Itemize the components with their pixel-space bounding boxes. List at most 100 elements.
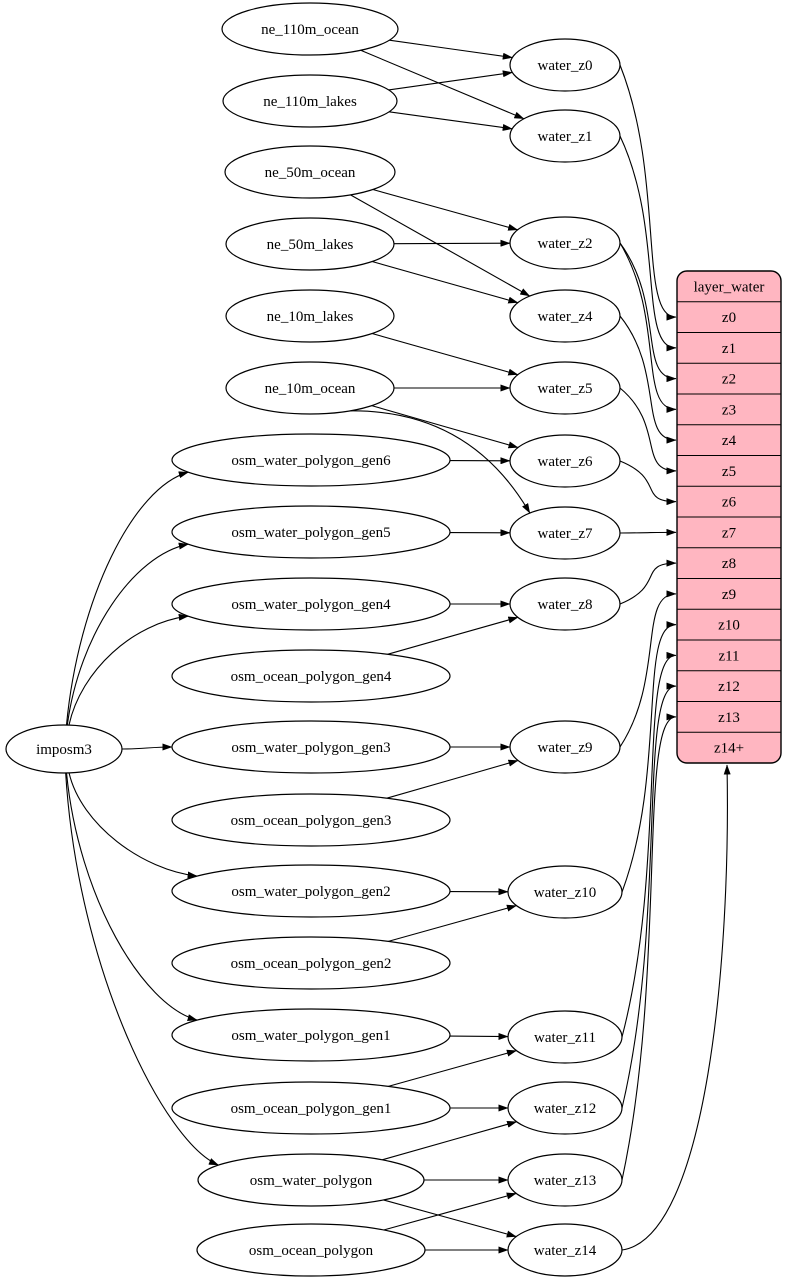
node-ne_110m_ocean: ne_110m_ocean [221,2,399,56]
edge-osm_water_polygon-to-water_z12 [382,1120,518,1161]
node-label: ne_110m_lakes [263,94,357,110]
node-osm_water_polygon: osm_water_polygon [197,1153,425,1207]
node-label: water_z1 [538,129,593,145]
node-label: osm_water_polygon_gen6 [231,453,391,469]
record-row-z7: z7 [722,525,737,541]
edge-osm_ocean_polygon_gen1-to-water_z11 [388,1049,517,1087]
edge-ne_110m_ocean-to-water_z0 [389,39,513,60]
node-ne_50m_lakes: ne_50m_lakes [225,217,395,271]
node-osm_water_polygon_gen3: osm_water_polygon_gen3 [171,720,451,774]
edge-water_z12-to-layer_water-z12 [621,682,677,1109]
node-osm_water_polygon_gen4: osm_water_polygon_gen4 [171,577,451,631]
edge-imposm3-to-osm_water_polygon_gen1 [65,772,198,1021]
edge-water_z14-to-layer_water-z14+ [621,764,731,1251]
record-row-z2: z2 [722,372,736,388]
edge-imposm3-to-osm_water_polygon_gen2 [68,772,198,879]
node-label: water_z10 [534,885,596,901]
node-label: osm_water_polygon_gen3 [231,740,390,756]
node-label: water_z2 [538,236,593,252]
node-osm_water_polygon_gen1: osm_water_polygon_gen1 [171,1008,451,1062]
node-label: osm_ocean_polygon_gen2 [231,956,392,972]
node-osm_ocean_polygon_gen4: osm_ocean_polygon_gen4 [171,649,451,703]
node-osm_water_polygon_gen6: osm_water_polygon_gen6 [171,433,451,487]
node-label: water_z6 [538,454,593,470]
node-label: osm_water_polygon_gen5 [231,525,390,541]
record-row-z13: z13 [718,710,740,726]
node-label: water_z0 [538,58,593,74]
node-label: osm_ocean_polygon_gen3 [231,813,392,829]
node-osm_ocean_polygon: osm_ocean_polygon [196,1223,426,1277]
edge-ne_50m_lakes-to-water_z4 [371,260,519,304]
node-label: water_z5 [538,381,593,397]
edge-water_z9-to-layer_water-z9 [619,590,677,748]
edge-ne_10m_ocean-to-water_z7 [350,410,531,514]
node-label: water_z12 [534,1101,596,1117]
edge-water_z13-to-layer_water-z13 [621,713,677,1181]
record-row-z4: z4 [722,433,737,449]
node-label: ne_10m_lakes [267,309,354,325]
edge-water_z7-to-layer_water-z7 [619,528,677,536]
record-row-z1: z1 [722,341,736,357]
node-ne_10m_ocean: ne_10m_ocean [225,361,395,415]
record-row-z6: z6 [722,495,737,511]
edge-water_z11-to-layer_water-z11 [621,651,677,1038]
node-ne_10m_lakes: ne_10m_lakes [225,289,395,343]
edge-ne_50m_ocean-to-water_z2 [372,188,519,231]
record-row-z11: z11 [718,648,739,664]
node-label: water_z14 [534,1243,597,1259]
node-water_z6: water_z6 [509,434,621,488]
edge-imposm3-to-osm_water_polygon_gen6 [65,471,189,726]
edge-osm_water_polygon-to-water_z14 [383,1199,517,1238]
record-row-z14+: z14+ [714,741,744,757]
edge-water_z1-to-layer_water-z1 [619,135,677,352]
record-row-z8: z8 [722,556,736,572]
edge-imposm3-to-osm_water_polygon_gen5 [66,542,189,726]
record-row-z0: z0 [722,310,736,326]
node-label: water_z8 [538,597,593,613]
edge-osm_ocean_polygon_gen3-to-water_z9 [386,759,519,799]
edge-ne_50m_ocean-to-water_z4 [350,194,531,297]
node-imposm3: imposm3 [5,724,123,774]
node-label: osm_water_polygon_gen1 [231,1028,390,1044]
edge-ne_110m_lakes-to-water_z1 [388,111,513,131]
node-osm_water_polygon_gen5: osm_water_polygon_gen5 [171,505,451,559]
node-osm_ocean_polygon_gen3: osm_ocean_polygon_gen3 [171,793,451,847]
node-water_z7: water_z7 [509,506,621,560]
edge-water_z2-to-layer_water-z2 [619,242,677,383]
node-osm_water_polygon_gen2: osm_water_polygon_gen2 [171,864,451,918]
edge-osm_ocean_polygon_gen4-to-water_z8 [387,616,519,655]
edge-water_z10-to-layer_water-z10 [621,621,677,893]
node-label: water_z9 [538,740,593,756]
node-water_z10: water_z10 [507,865,623,919]
node-label: osm_water_polygon_gen2 [231,884,390,900]
node-label: osm_water_polygon_gen4 [231,597,391,613]
node-ne_110m_lakes: ne_110m_lakes [222,74,398,128]
node-label: osm_ocean_polygon [249,1243,374,1259]
record-row-z10: z10 [718,618,740,634]
edge-water_z2-to-layer_water-z3 [619,242,677,413]
node-ne_50m_ocean: ne_50m_ocean [224,145,396,199]
node-label: osm_water_polygon [250,1173,373,1189]
edge-imposm3-to-osm_water_polygon_gen3 [121,743,173,751]
node-label: ne_10m_ocean [265,381,356,397]
edge-water_z4-to-layer_water-z4 [619,315,677,444]
node-water_z14: water_z14 [507,1223,623,1277]
node-label: ne_50m_ocean [265,165,356,181]
record-row-z12: z12 [718,679,740,695]
edge-imposm3-to-osm_water_polygon_gen4 [68,613,189,726]
edge-water_z5-to-layer_water-z5 [619,387,677,475]
edge-water_z8-to-layer_water-z8 [619,559,677,605]
node-osm_ocean_polygon_gen1: osm_ocean_polygon_gen1 [171,1081,451,1135]
node-label: water_z11 [534,1030,596,1046]
edge-ne_10m_ocean-to-water_z6 [371,405,519,449]
node-water_z9: water_z9 [509,720,621,774]
node-water_z11: water_z11 [507,1010,623,1064]
edge-ne_110m_lakes-to-water_z0 [388,70,513,91]
node-osm_ocean_polygon_gen2: osm_ocean_polygon_gen2 [171,936,451,990]
edge-water_z0-to-layer_water-z0 [619,64,677,321]
node-water_z12: water_z12 [507,1081,623,1135]
node-water_z0: water_z0 [509,38,621,92]
edge-osm_ocean_polygon-to-water_z13 [383,1192,517,1231]
